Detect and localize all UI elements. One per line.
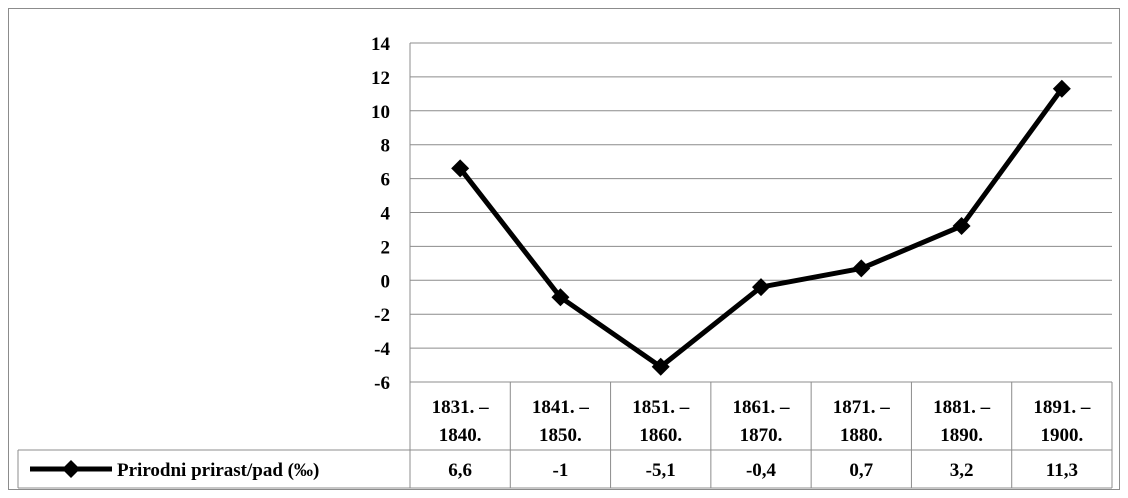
table-value-cell: -5,1 xyxy=(646,460,676,481)
y-tick-label: 10 xyxy=(371,102,390,123)
y-tick-label: 6 xyxy=(381,170,391,191)
x-category-label-line1: 1831. – xyxy=(432,397,490,418)
x-category-label-line1: 1861. – xyxy=(733,397,791,418)
y-tick-label: 2 xyxy=(381,237,391,258)
data-point-marker xyxy=(1052,79,1071,98)
table-value-cell: 11,3 xyxy=(1046,460,1078,481)
x-category-label-line1: 1881. – xyxy=(933,397,991,418)
legend-marker-key xyxy=(62,460,80,478)
x-category-label-line2: 1880. xyxy=(840,425,883,446)
y-tick-label: -2 xyxy=(374,305,390,326)
y-tick-label: 8 xyxy=(381,136,391,157)
y-tick-label: 14 xyxy=(371,34,391,55)
data-point-marker xyxy=(752,278,770,297)
y-tick-label: 4 xyxy=(381,204,391,225)
table-value-cell: 0,7 xyxy=(849,460,873,481)
y-tick-label: 0 xyxy=(381,271,391,292)
table-value-cell: -0,4 xyxy=(746,460,777,481)
x-category-label-line2: 1900. xyxy=(1040,425,1083,446)
series-line xyxy=(458,87,1064,370)
data-point-marker xyxy=(451,159,470,178)
data-point-marker xyxy=(651,357,670,376)
data-point-marker xyxy=(952,217,971,236)
x-category-label-line2: 1870. xyxy=(740,425,783,446)
y-tick-label: -6 xyxy=(374,373,390,394)
data-point-marker xyxy=(551,288,570,307)
table-value-cell: -1 xyxy=(553,460,569,481)
x-category-label-line1: 1851. – xyxy=(632,397,690,418)
x-category-label-line1: 1841. – xyxy=(532,397,590,418)
x-category-label-line1: 1871. – xyxy=(833,397,891,418)
chart-frame xyxy=(8,8,1120,490)
y-tick-label: -4 xyxy=(374,339,390,360)
data-point-marker xyxy=(852,259,871,278)
legend-series-label: Prirodni prirast/pad (‰) xyxy=(117,460,319,481)
y-tick-label: 12 xyxy=(371,68,390,89)
x-category-label-line2: 1860. xyxy=(639,425,682,446)
x-category-label-line2: 1840. xyxy=(439,425,482,446)
table-value-cell: 3,2 xyxy=(950,460,974,481)
table-value-cell: 6,6 xyxy=(448,460,472,481)
x-category-label-line2: 1850. xyxy=(539,425,582,446)
x-category-label-line2: 1890. xyxy=(940,425,983,446)
x-category-label-line1: 1891. – xyxy=(1033,397,1091,418)
